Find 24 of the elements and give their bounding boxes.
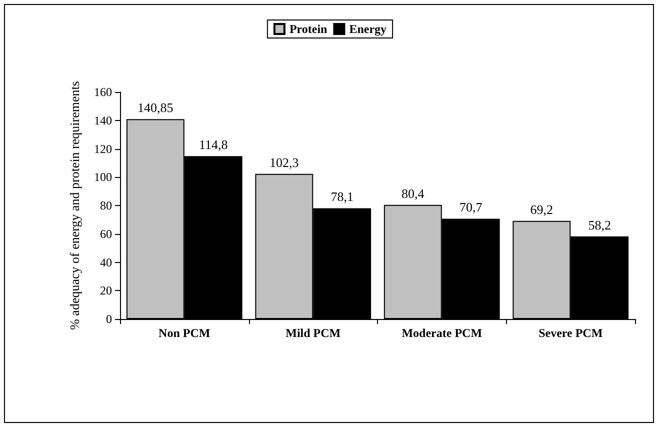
data-label: 78,1 (330, 189, 354, 204)
data-label: 140,85 (138, 100, 174, 116)
y-tick-label: 80 (100, 198, 112, 212)
x-tick-label: Non PCM (158, 326, 210, 340)
y-tick-label: 40 (100, 255, 112, 270)
x-tick-label: Mild PCM (286, 326, 341, 340)
data-label: 102,3 (270, 154, 299, 170)
data-label: 69,2 (530, 202, 554, 217)
data-label: 80,4 (402, 186, 425, 201)
data-label: 58,2 (588, 217, 611, 232)
y-tick-label: 20 (100, 284, 112, 298)
data-label: 114,8 (198, 137, 228, 152)
y-tick-label: 0 (106, 312, 112, 326)
y-tick-label: 120 (94, 142, 112, 156)
x-tick-label: Severe PCM (538, 326, 603, 340)
y-axis-title: % adequacy of energy and protein requirements (67, 81, 82, 330)
x-tick-label: Moderate PCM (402, 326, 482, 340)
y-tick-label: 160 (94, 85, 112, 99)
y-tick-label: 140 (94, 113, 112, 128)
legend-label: Energy (349, 22, 387, 36)
y-tick-label: 100 (94, 170, 112, 184)
legend-label: Protein (289, 22, 328, 36)
y-tick-label: 60 (100, 226, 112, 241)
data-label: 70,7 (459, 200, 483, 215)
